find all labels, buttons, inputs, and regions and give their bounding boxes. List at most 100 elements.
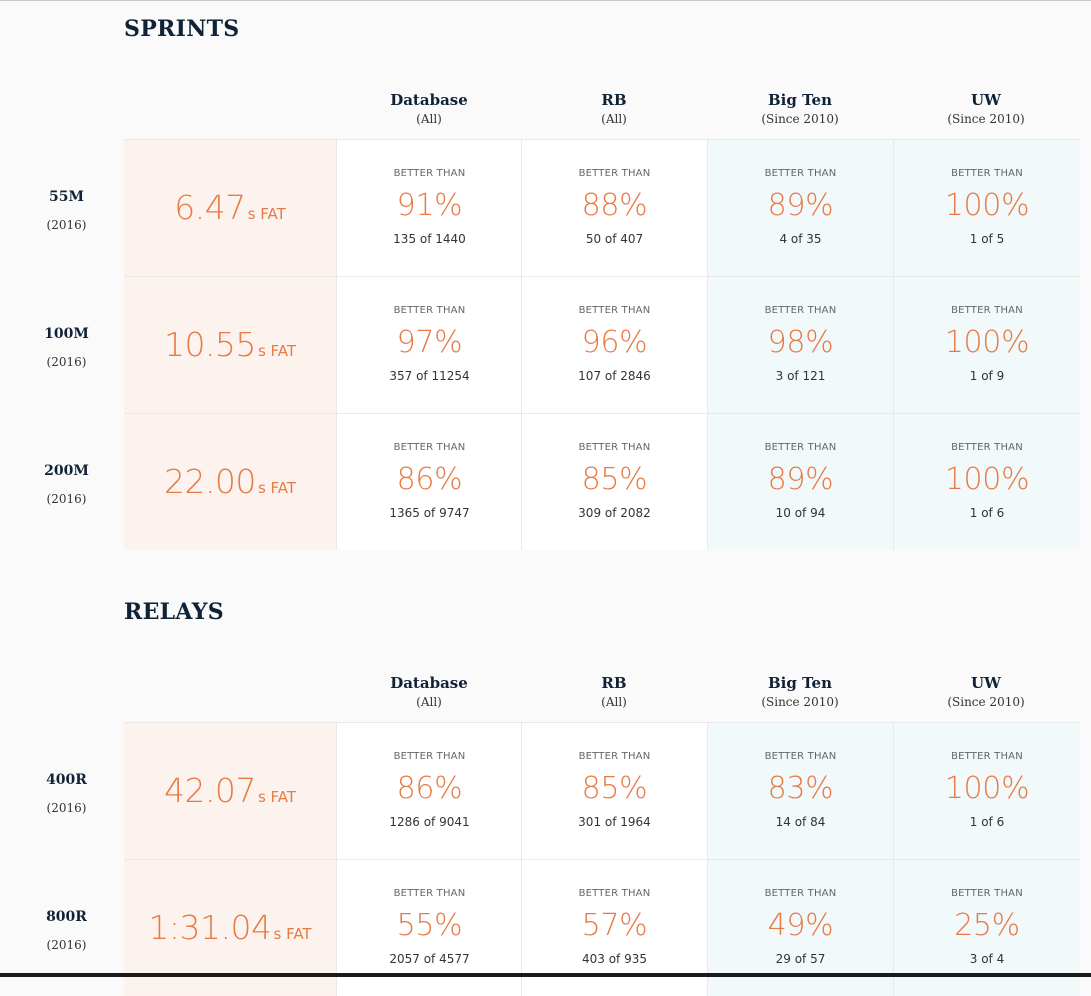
percentile-value: 25% [954,908,1020,943]
rank-value: 1286 of 9041 [389,815,470,829]
rank-value: 3 of 121 [775,369,826,383]
event-year: (2016) [46,938,87,952]
percentile-value: 100% [944,771,1030,806]
top-divider [0,0,1091,1]
stat-cell: BETTER THAN 96% 107 of 2846 [521,276,707,413]
percentile-value: 83% [767,771,834,806]
event-name: 100M [44,326,89,342]
better-than-label: BETTER THAN [951,168,1023,179]
column-header-scope: (All) [416,695,442,709]
better-than-label: BETTER THAN [764,168,837,179]
time-display: 22.00 s FAT [124,462,336,501]
better-than-label: BETTER THAN [578,168,651,179]
percentile-value: 86% [396,771,463,806]
column-header: RB (All) [521,90,707,128]
stat-cell: BETTER THAN 100% 1 of 6 [893,413,1080,550]
percentile-value: 89% [767,188,834,223]
better-than-label: BETTER THAN [393,888,466,899]
rank-value: 357 of 11254 [389,369,470,383]
rank-value: 1 of 5 [969,232,1005,246]
event-row: 200M (2016) 22.00 s FAT BETTER THAN 86% 1… [0,413,1080,550]
event-row: 400R (2016) 42.07 s FAT BETTER THAN 86% 1… [0,722,1080,859]
stat-cell: BETTER THAN 86% 1365 of 9747 [336,413,522,550]
better-than-label: BETTER THAN [393,305,466,316]
stat-cell: BETTER THAN 85% 301 of 1964 [521,722,707,859]
percentile-value: 98% [767,325,834,360]
stat-cell: BETTER THAN 91% 135 of 1440 [336,139,522,276]
time-unit: s FAT [257,342,297,360]
stat-cell: BETTER THAN 100% 1 of 5 [893,139,1080,276]
rank-value: 403 of 935 [581,952,647,966]
section-title-sprints: SPRINTS [124,16,240,42]
column-header-scope: (All) [601,112,627,126]
stat-cell: BETTER THAN 86% 1286 of 9041 [336,722,522,859]
column-header-name: Database [390,91,468,109]
stat-cell: BETTER THAN 88% 50 of 407 [521,139,707,276]
percentile-value: 57% [581,908,648,943]
stat-cell: BETTER THAN 89% 4 of 35 [707,139,893,276]
stat-cell: BETTER THAN 97% 357 of 11254 [336,276,522,413]
event-label: 100M (2016) [0,276,133,413]
event-name: 55M [49,189,84,205]
better-than-label: BETTER THAN [951,888,1023,899]
better-than-label: BETTER THAN [951,751,1023,762]
event-year: (2016) [46,492,87,506]
rank-value: 1 of 6 [969,506,1005,520]
better-than-label: BETTER THAN [764,751,837,762]
column-header-scope: (Since 2010) [761,112,839,126]
percentile-value: 85% [581,771,648,806]
time-display: 6.47 s FAT [124,188,336,227]
column-header-name: RB [601,91,627,109]
better-than-label: BETTER THAN [951,442,1023,453]
column-header: Database (All) [336,90,522,128]
stat-cell: BETTER THAN 83% 14 of 84 [707,722,893,859]
column-header: Big Ten (Since 2010) [707,673,893,711]
time-unit: s FAT [247,205,286,223]
column-header-name: Big Ten [768,91,832,109]
event-year: (2016) [46,355,87,369]
stat-cell: BETTER THAN 98% 3 of 121 [707,276,893,413]
stat-cell: BETTER THAN 100% 1 of 9 [893,276,1080,413]
time-value: 6.47 [174,188,246,227]
event-label: 200M (2016) [0,413,133,550]
percentile-value: 97% [396,325,463,360]
rank-value: 1 of 9 [969,369,1005,383]
rank-value: 1365 of 9747 [389,506,470,520]
column-header-scope: (Since 2010) [761,695,839,709]
time-value: 1:31.04 [148,908,272,947]
event-name: 400R [46,772,87,788]
percentile-value: 85% [581,462,648,497]
event-year: (2016) [46,218,87,232]
percentile-value: 88% [581,188,648,223]
event-label: 400R (2016) [0,722,133,859]
column-header: UW (Since 2010) [893,673,1079,711]
column-header: Database (All) [336,673,522,711]
rank-value: 10 of 94 [775,506,826,520]
better-than-label: BETTER THAN [578,442,651,453]
column-header: RB (All) [521,673,707,711]
percentile-value: 96% [581,325,648,360]
rank-value: 2057 of 4577 [389,952,470,966]
event-name: 800R [46,909,87,925]
event-label: 800R (2016) [0,859,133,996]
rank-value: 107 of 2846 [578,369,651,383]
column-header-scope: (Since 2010) [947,695,1025,709]
percentile-value: 100% [944,325,1030,360]
column-header-scope: (All) [416,112,442,126]
better-than-label: BETTER THAN [578,305,651,316]
percentile-value: 49% [767,908,834,943]
stat-cell: BETTER THAN 89% 10 of 94 [707,413,893,550]
better-than-label: BETTER THAN [578,751,651,762]
event-label: 55M (2016) [0,139,133,276]
column-header-name: Big Ten [768,674,832,692]
rank-value: 309 of 2082 [578,506,651,520]
time-display: 1:31.04 s FAT [124,908,336,947]
better-than-label: BETTER THAN [764,888,837,899]
time-cell: 42.07 s FAT [124,722,336,859]
column-header-name: UW [971,674,1001,692]
event-year: (2016) [46,801,87,815]
section-title-relays: RELAYS [124,599,224,625]
event-row: 100M (2016) 10.55 s FAT BETTER THAN 97% 3… [0,276,1080,413]
percentile-value: 89% [767,462,834,497]
better-than-label: BETTER THAN [951,305,1023,316]
